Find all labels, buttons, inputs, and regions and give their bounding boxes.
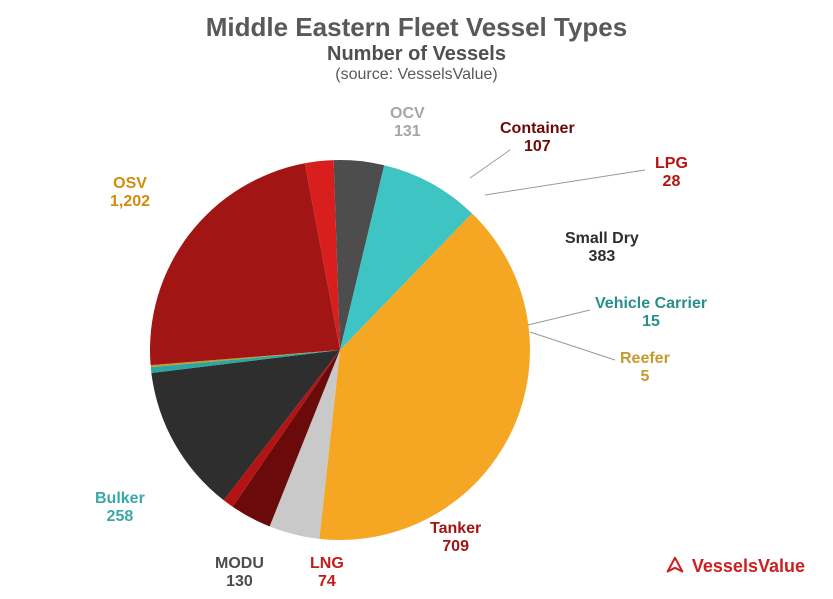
slice-name: Reefer [620, 350, 670, 368]
slice-value: 5 [620, 368, 670, 386]
slice-label-small-dry: Small Dry383 [565, 230, 639, 267]
slice-name: LNG [310, 555, 344, 573]
slice-label-lng: LNG74 [310, 555, 344, 592]
slice-name: Container [500, 120, 575, 138]
slice-name: MODU [215, 555, 264, 573]
slice-name: Tanker [430, 520, 481, 538]
slice-value: 130 [215, 573, 264, 591]
slice-name: OCV [390, 105, 425, 123]
slice-label-vehicle-carrier: Vehicle Carrier15 [595, 295, 707, 332]
slice-value: 74 [310, 573, 344, 591]
slice-label-bulker: Bulker258 [95, 490, 145, 527]
brand-text: VesselsValue [692, 556, 805, 577]
slice-label-tanker: Tanker709 [430, 520, 481, 557]
slice-label-modu: MODU130 [215, 555, 264, 592]
slice-value: 709 [430, 538, 481, 556]
slice-label-osv: OSV1,202 [110, 175, 150, 212]
leader-line [528, 310, 590, 325]
slice-name: LPG [655, 155, 688, 173]
slice-name: Vehicle Carrier [595, 295, 707, 313]
slice-value: 383 [565, 248, 639, 266]
brand-logo: VesselsValue [664, 555, 805, 577]
slice-name: Bulker [95, 490, 145, 508]
brand-icon [664, 555, 686, 577]
slice-value: 28 [655, 173, 688, 191]
slice-label-lpg: LPG28 [655, 155, 688, 192]
slice-value: 258 [95, 508, 145, 526]
slice-label-ocv: OCV131 [390, 105, 425, 142]
slice-label-reefer: Reefer5 [620, 350, 670, 387]
slice-value: 107 [500, 138, 575, 156]
slice-value: 15 [595, 313, 707, 331]
leader-line [485, 170, 645, 195]
slice-value: 1,202 [110, 193, 150, 211]
leader-line [530, 332, 615, 360]
pie-chart-container: Middle Eastern Fleet Vessel Types Number… [0, 0, 833, 599]
slice-name: OSV [110, 175, 150, 193]
slice-label-container: Container107 [500, 120, 575, 157]
slice-name: Small Dry [565, 230, 639, 248]
slice-value: 131 [390, 123, 425, 141]
